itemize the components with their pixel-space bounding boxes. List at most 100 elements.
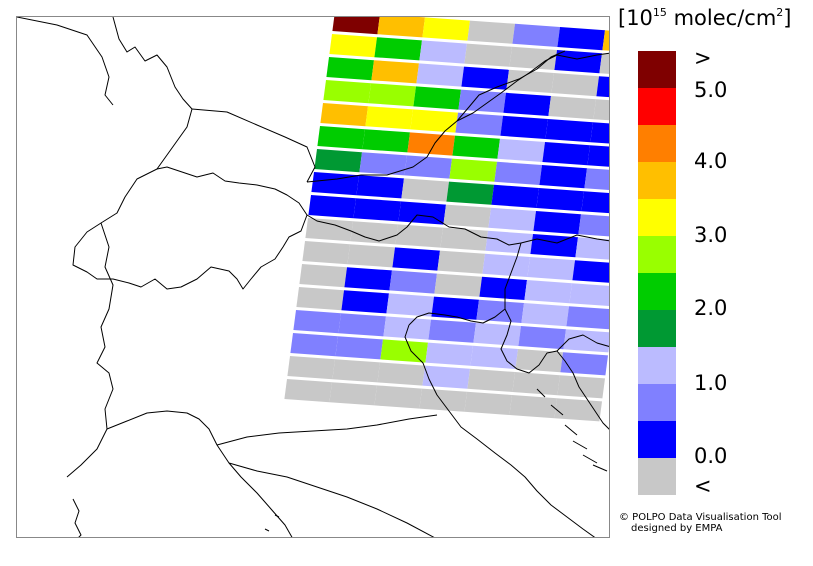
swath-pixel — [329, 34, 377, 58]
swath-pixel — [485, 230, 533, 254]
legend-label-above: > — [694, 46, 712, 70]
swath-pixel — [371, 60, 419, 84]
country-borders — [17, 17, 609, 537]
unit-main: molec/cm — [666, 6, 777, 30]
legend-swatch — [638, 421, 676, 458]
swath-pixel — [467, 368, 515, 392]
swath-pixel — [440, 227, 488, 251]
swath-pixel — [437, 250, 485, 274]
credit-line-2: designed by EMPA — [631, 523, 723, 534]
legend-swatch — [638, 347, 676, 384]
swath-pixel — [431, 296, 479, 320]
swath-pixel — [383, 316, 431, 340]
border-alps — [306, 214, 609, 246]
swath-pixel — [284, 379, 332, 403]
swath-pixel — [512, 372, 560, 396]
map-canvas[interactable] — [17, 17, 610, 538]
credit-line-1: © POLPO Data Visualisation Tool — [619, 512, 782, 523]
swath-pixel — [566, 306, 609, 330]
swath-pixel — [482, 253, 530, 277]
legend-label-1: 1.0 — [694, 371, 728, 395]
swath-pixel — [452, 135, 500, 159]
swath-pixel — [515, 349, 563, 373]
swath-pixel — [362, 129, 410, 153]
legend-label-2: 2.0 — [694, 296, 728, 320]
swath-pixel — [449, 158, 497, 182]
swath-pixel — [557, 375, 605, 399]
swath-pixel — [422, 365, 470, 389]
coastline-venice — [408, 308, 506, 326]
swath-pixel — [425, 342, 473, 366]
swath-pixel — [416, 63, 464, 87]
border-germany-austria — [306, 52, 609, 183]
swath-pixel — [332, 17, 380, 35]
swath-pixel — [602, 30, 609, 51]
legend-swatch — [638, 162, 676, 199]
legend-swatch — [638, 51, 676, 88]
swath-pixel — [599, 53, 609, 74]
swath-pixel — [479, 276, 527, 300]
islands-croatia — [536, 388, 608, 472]
swath-pixel — [509, 395, 557, 419]
swath-pixel — [494, 161, 542, 185]
map-panel[interactable] — [16, 16, 610, 538]
swath-pixel — [386, 293, 434, 317]
unit-square: 2 — [776, 6, 784, 19]
swath-pixel — [506, 69, 554, 93]
swath-pixel — [377, 362, 425, 386]
swath-pixel — [353, 198, 401, 222]
swath-pixel — [317, 126, 365, 150]
coastline-istria — [500, 308, 609, 430]
legend-label-3: 3.0 — [694, 223, 728, 247]
swath-pixel — [548, 96, 596, 120]
swath-pixel — [512, 23, 560, 47]
swath-pixel — [302, 241, 350, 265]
swath-pixel — [443, 204, 491, 228]
swath-pixel — [464, 391, 512, 415]
legend-swatch — [638, 236, 676, 273]
swath-pixel — [596, 76, 609, 98]
swath-pixel — [509, 46, 557, 70]
swath-pixel — [464, 43, 512, 67]
swath-pixel — [374, 37, 422, 61]
swath-pixel — [413, 86, 461, 110]
swath-pixel — [554, 50, 602, 74]
swath-pixel — [569, 283, 609, 307]
swath-pixel — [374, 385, 422, 409]
swath-pixel — [287, 356, 335, 380]
swath-pixel — [563, 329, 609, 353]
swath-pixel — [473, 322, 521, 346]
coastline-dalmatia — [556, 334, 609, 352]
swath-pixel — [422, 17, 470, 41]
swath-pixel — [410, 109, 458, 133]
swath-pixel — [368, 83, 416, 107]
swath-pixel — [395, 224, 443, 248]
swath-pixel — [587, 145, 609, 167]
border-czech — [456, 50, 566, 122]
swath-pixel — [305, 218, 353, 242]
unit-suffix: ] — [783, 6, 792, 30]
swath-pixel — [575, 237, 609, 260]
swath-pixel — [578, 214, 609, 237]
unit-exponent: 15 — [652, 6, 667, 19]
swath-pixel — [536, 188, 584, 212]
swath-pixel — [407, 132, 455, 156]
legend-label-below: < — [694, 474, 712, 498]
swath-pixel — [518, 326, 566, 350]
swath-pixel — [293, 310, 341, 334]
swath-pixel — [446, 181, 494, 205]
swath-pixel — [500, 115, 548, 139]
swath-pixel — [335, 336, 383, 360]
border-france-italy — [66, 222, 114, 478]
legend-swatch — [638, 458, 676, 495]
coastline-adriatic-italy — [404, 324, 596, 537]
swath-pixel — [458, 89, 506, 113]
coastline-ligurian — [106, 410, 293, 537]
swath-pixel — [524, 280, 572, 304]
swath-pixel — [419, 40, 467, 64]
legend-swatch — [638, 310, 676, 347]
swath-pixel — [314, 149, 362, 173]
border-switzerland — [72, 166, 308, 290]
swath-pixel — [344, 267, 392, 291]
swath-pixel — [476, 299, 524, 323]
